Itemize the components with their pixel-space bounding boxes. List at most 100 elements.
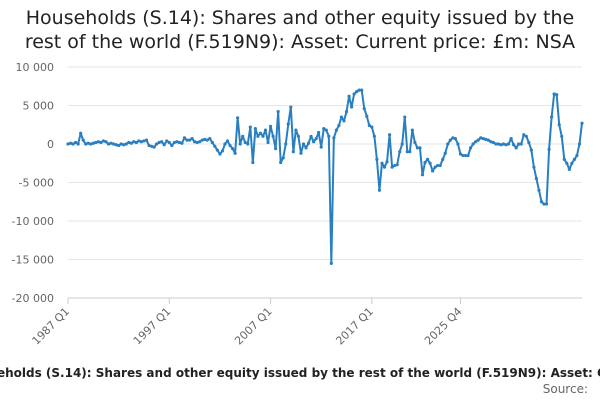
- data-point: [218, 152, 222, 156]
- data-point: [266, 140, 270, 145]
- data-point: [286, 122, 290, 126]
- x-tick-label: 2025 Q4: [422, 305, 465, 348]
- data-point: [476, 138, 480, 142]
- data-point: [317, 130, 321, 135]
- data-point: [334, 128, 338, 132]
- data-point: [329, 261, 333, 265]
- data-point: [327, 134, 331, 138]
- data-point: [512, 143, 516, 147]
- data-point: [443, 151, 447, 155]
- data-point: [418, 146, 422, 150]
- data-point: [532, 165, 536, 169]
- data-point: [572, 157, 577, 161]
- data-point: [367, 123, 371, 128]
- data-point: [111, 142, 116, 146]
- data-point: [167, 140, 171, 145]
- data-point: [230, 147, 235, 151]
- data-point: [284, 142, 288, 146]
- data-point: [236, 116, 240, 120]
- data-point: [79, 131, 83, 135]
- data-point: [514, 146, 518, 150]
- data-point: [393, 163, 397, 168]
- data-point: [225, 139, 230, 143]
- data-point: [400, 142, 404, 146]
- data-point: [484, 137, 488, 141]
- data-point: [144, 138, 149, 142]
- data-point: [468, 146, 473, 150]
- y-tick-label: -20 000: [12, 292, 54, 305]
- y-tick-label: 0: [47, 138, 54, 151]
- data-point: [114, 143, 118, 147]
- y-tick-label: -10 000: [12, 215, 54, 228]
- data-point: [565, 161, 569, 165]
- data-point: [496, 142, 501, 146]
- data-point: [428, 161, 432, 165]
- data-point: [180, 141, 184, 145]
- data-point: [155, 142, 159, 146]
- data-point: [296, 134, 301, 138]
- data-point: [506, 142, 511, 146]
- data-point: [360, 88, 364, 92]
- data-point: [408, 150, 412, 154]
- data-point: [84, 142, 88, 146]
- data-point: [382, 165, 387, 169]
- data-point: [205, 138, 209, 142]
- data-point: [448, 138, 452, 142]
- data-point: [504, 143, 508, 147]
- data-point: [433, 165, 437, 169]
- data-point: [555, 93, 559, 97]
- data-point: [436, 163, 440, 168]
- data-point: [248, 125, 252, 129]
- data-point: [213, 144, 217, 148]
- data-point: [170, 143, 174, 148]
- series-line: [67, 89, 583, 265]
- data-point: [544, 202, 549, 206]
- data-point: [162, 143, 166, 147]
- data-point: [210, 140, 214, 145]
- data-point: [223, 142, 227, 146]
- data-point: [385, 160, 389, 164]
- data-point: [517, 142, 521, 146]
- data-point: [441, 157, 445, 161]
- data-point: [420, 173, 425, 177]
- data-point: [453, 137, 457, 141]
- data-point: [104, 140, 108, 144]
- data-point: [203, 137, 207, 141]
- data-point: [557, 123, 561, 127]
- data-point: [560, 134, 564, 138]
- data-point: [405, 150, 409, 154]
- data-point: [562, 157, 566, 161]
- data-point: [261, 134, 265, 138]
- legend-label: Households (S.14): Shares and other equi…: [0, 366, 600, 380]
- data-point: [415, 146, 420, 150]
- data-point: [431, 169, 435, 173]
- data-point: [377, 188, 382, 192]
- data-point: [309, 134, 313, 138]
- data-point: [160, 140, 164, 144]
- data-point: [281, 156, 285, 160]
- data-point: [456, 142, 460, 146]
- data-point: [337, 123, 341, 128]
- data-point: [71, 142, 75, 146]
- data-point: [314, 137, 318, 141]
- data-point: [89, 142, 93, 146]
- data-point: [253, 127, 257, 131]
- data-point: [129, 141, 133, 145]
- data-point: [580, 121, 584, 125]
- data-point: [76, 142, 80, 146]
- data-point: [486, 138, 490, 142]
- data-point: [271, 134, 275, 138]
- data-point: [294, 128, 298, 132]
- data-point: [471, 142, 475, 146]
- data-point: [185, 138, 189, 142]
- data-point: [299, 151, 303, 155]
- data-point: [362, 106, 366, 111]
- data-point: [390, 165, 394, 169]
- data-point: [228, 143, 232, 148]
- data-point: [238, 142, 242, 146]
- data-point: [446, 142, 450, 146]
- data-point: [349, 105, 354, 109]
- data-point: [570, 161, 574, 165]
- data-point: [423, 160, 427, 165]
- data-point: [395, 163, 399, 167]
